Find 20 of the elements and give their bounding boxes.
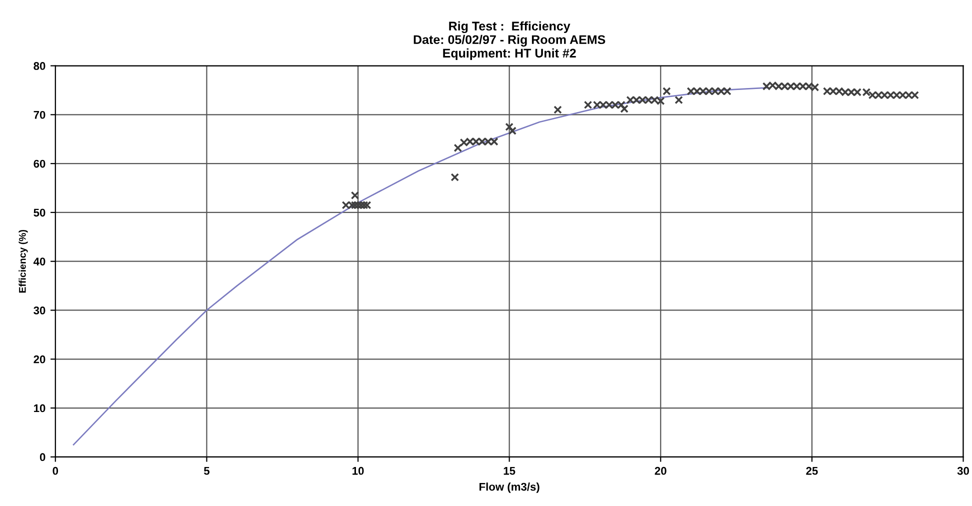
y-tick-label: 10 bbox=[34, 404, 46, 412]
x-tick-label: 5 bbox=[204, 467, 210, 475]
y-tick-label: 40 bbox=[33, 258, 46, 266]
y-tick-label: 50 bbox=[34, 208, 46, 217]
x-tick-label: 15 bbox=[504, 467, 516, 475]
x-tick-label: 0 bbox=[52, 466, 58, 475]
line-series bbox=[72, 87, 768, 446]
chart-title: Rig Test : Efficiency Date: 05/02/97 - Rig Room AEMS Equipment: HT Unit #2 bbox=[414, 21, 606, 60]
x-tick-label: 30 bbox=[957, 466, 969, 475]
x-tick-label: 10 bbox=[352, 466, 364, 475]
y-axis-title: Efficiency (%) bbox=[18, 230, 28, 293]
y-tick-label: 30 bbox=[34, 306, 46, 314]
y-tick-label: 20 bbox=[34, 355, 46, 364]
x-tick-label: 25 bbox=[806, 466, 818, 475]
y-tick-label: 0 bbox=[40, 453, 46, 462]
y-tick-label: 80 bbox=[34, 62, 46, 70]
y-tick-label: 60 bbox=[34, 160, 46, 168]
x-axis-title: Flow (m3/s) bbox=[480, 482, 540, 493]
x-tick-label: 20 bbox=[654, 466, 666, 475]
y-tick-label: 70 bbox=[34, 110, 46, 119]
